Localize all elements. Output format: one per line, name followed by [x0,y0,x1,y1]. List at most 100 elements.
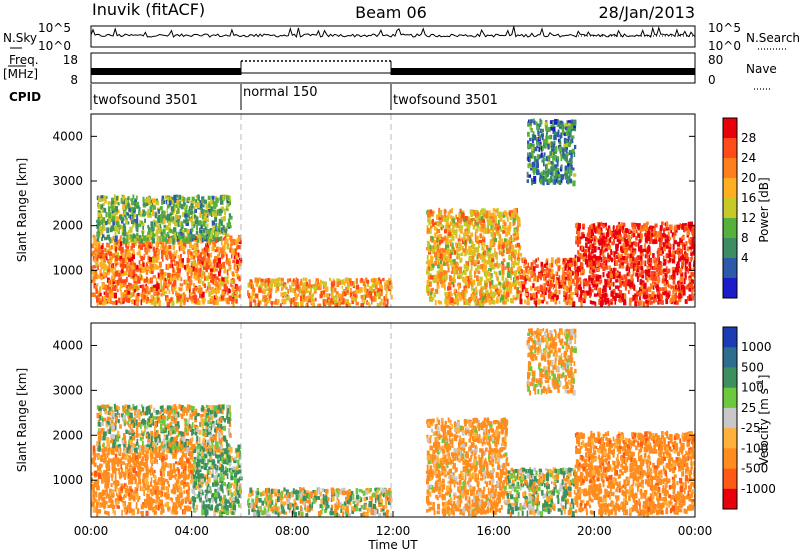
echo-cell [100,258,103,262]
echo-cell [504,231,509,237]
echo-cell [280,292,284,297]
echo-cell [170,217,173,223]
echo-cell [428,265,430,272]
echo-cell [633,223,637,230]
echo-cell [428,244,432,250]
echo-cell [669,252,672,258]
echo-cell [628,283,632,288]
echo-cell [483,208,486,214]
echo-cell [101,234,105,238]
echo-cell [558,275,561,281]
echo-cell [202,231,204,235]
echo-cell [475,212,478,218]
echo-cell [471,241,474,246]
echo-cell [511,283,515,287]
echo-cell [249,282,252,287]
echo-cell [161,235,165,242]
echo-cell [657,248,660,253]
echo-cell [479,279,483,285]
echo-cell [191,244,195,249]
echo-cell [199,289,203,294]
echo-cell [429,291,433,296]
echo-cell [180,277,183,282]
echo-cell [130,220,135,225]
echo-cell [521,288,524,293]
echo-cell [613,257,616,261]
echo-cell [370,278,373,283]
echo-cell [215,287,219,291]
echo-cell [110,244,113,250]
echo-cell [312,298,315,303]
echo-cell [473,250,476,257]
echo-cell [644,223,648,228]
echo-cell [564,257,567,261]
echo-cell [577,252,581,258]
echo-cell [125,285,128,289]
echo-cell [588,269,592,274]
echo-cell [131,236,134,242]
echo-cell [169,196,172,201]
echo-cell [182,238,185,242]
echo-cell [316,286,321,290]
echo-cell [605,257,609,263]
echo-cell [463,264,467,270]
echo-cell [449,209,452,214]
echo-cell [232,259,236,264]
echo-cell [191,266,196,271]
echo-cell [174,204,178,208]
echo-cell [644,243,646,249]
echo-cell [237,267,239,272]
echo-cell [590,274,592,280]
echo-cell [671,285,674,289]
echo-cell [160,244,163,249]
echo-cell [560,174,565,179]
echo-cell [519,266,522,272]
echo-cell [434,299,437,306]
echo-cell [284,284,287,289]
echo-cell [115,221,118,225]
echo-cell [121,230,124,236]
echo-cell [497,225,502,230]
echo-cell [104,266,107,271]
echo-cell [169,279,172,285]
echo-cell [93,235,97,242]
echo-cell [92,250,96,255]
echo-cell [161,249,164,254]
echo-cell [633,233,636,238]
echo-cell [587,254,591,261]
echo-cell [107,250,110,255]
echo-cell [660,233,662,238]
echo-cell [619,259,623,263]
echo-cell [227,243,230,248]
echo-cell [490,300,494,304]
echo-cell [662,291,665,296]
echo-cell [178,258,182,263]
echo-cell [209,229,212,235]
echo-cell [341,294,344,301]
echo-cell [652,253,655,258]
echo-cell [471,294,475,301]
echo-cell [191,227,194,232]
echo-cell [191,214,194,221]
echo-cell [488,299,492,305]
echo-cell [602,250,605,256]
echo-cell [186,282,189,288]
echo-cell [592,265,595,271]
echo-cell [668,290,671,297]
echo-cell [125,219,128,225]
echo-cell [559,284,563,289]
echo-cell [149,227,151,233]
echo-cell [653,281,657,286]
echo-cell [128,258,132,262]
echo-cell [257,302,261,307]
echo-cell [265,282,268,288]
echo-cell [206,238,209,242]
echo-cell [509,212,514,219]
echo-cell [496,232,500,236]
echo-cell [94,284,98,290]
echo-cell [654,236,656,242]
echo-cell [483,299,486,305]
echo-cell [110,292,114,298]
echo-cell [213,201,217,207]
echo-cell [632,256,635,262]
